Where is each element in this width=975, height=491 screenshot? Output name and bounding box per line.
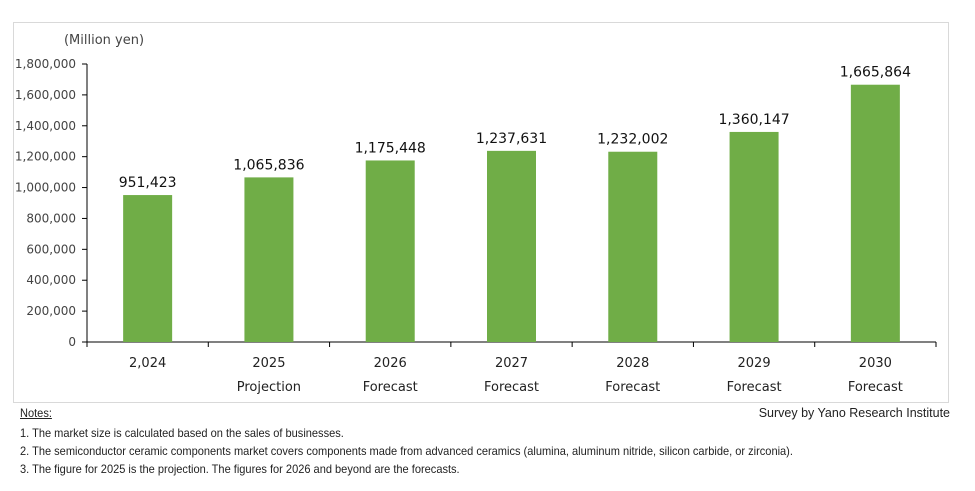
x-tick-label: 2,024 — [129, 356, 166, 371]
y-tick-label: 400,000 — [26, 273, 76, 287]
bar-2029 — [729, 131, 779, 342]
y-tick-label: 200,000 — [26, 304, 76, 318]
bar-2025 — [244, 177, 294, 342]
notes-heading: Notes: — [20, 406, 52, 420]
note-2: 2. The semiconductor ceramic components … — [20, 444, 793, 458]
bar-2026 — [365, 160, 415, 342]
bar-chart: (Million yen) 0 200,000 400,000 600,000 800,… — [15, 33, 937, 395]
data-label: 951,423 — [119, 175, 177, 191]
y-axis-unit-label: (Million yen) — [64, 33, 144, 48]
x-sublabel: Projection — [237, 380, 301, 395]
y-tick-label: 0 — [68, 335, 76, 349]
data-label: 1,232,002 — [597, 132, 668, 148]
x-sublabel: Forecast — [484, 380, 539, 395]
data-label: 1,237,631 — [476, 131, 547, 147]
bar-2027 — [487, 150, 536, 342]
x-sublabel: Forecast — [605, 380, 660, 395]
x-tick-label: 2027 — [495, 356, 528, 371]
y-tick-label: 600,000 — [26, 242, 76, 256]
y-tick-label: 1,000,000 — [15, 181, 76, 195]
x-tick-label: 2030 — [859, 356, 892, 371]
bar-2028 — [608, 151, 658, 342]
x-tick-label: 2029 — [738, 356, 771, 371]
bar-2030 — [850, 84, 900, 343]
source-credit: Survey by Yano Research Institute — [758, 406, 950, 420]
data-label: 1,175,448 — [355, 140, 426, 156]
note-1: 1. The market size is calculated based o… — [20, 426, 344, 440]
data-label: 1,065,836 — [233, 157, 304, 173]
bar-2,024 — [123, 195, 173, 342]
y-tick-label: 1,200,000 — [15, 150, 76, 164]
note-3: 3. The figure for 2025 is the projection… — [20, 462, 460, 476]
y-tick-label: 1,800,000 — [15, 57, 76, 71]
x-tick-label: 2028 — [616, 356, 649, 371]
x-tick-label: 2026 — [374, 356, 407, 371]
y-tick-label: 800,000 — [26, 211, 76, 225]
data-label: 1,665,864 — [840, 65, 911, 81]
data-label: 1,360,147 — [718, 112, 789, 128]
chart-frame — [13, 22, 949, 403]
y-tick-label: 1,400,000 — [15, 119, 76, 133]
x-sublabel: Forecast — [727, 380, 782, 395]
y-tick-label: 1,600,000 — [15, 88, 76, 102]
x-tick-label: 2025 — [252, 356, 285, 371]
x-sublabel: Forecast — [363, 380, 418, 395]
x-sublabel: Forecast — [848, 380, 903, 395]
